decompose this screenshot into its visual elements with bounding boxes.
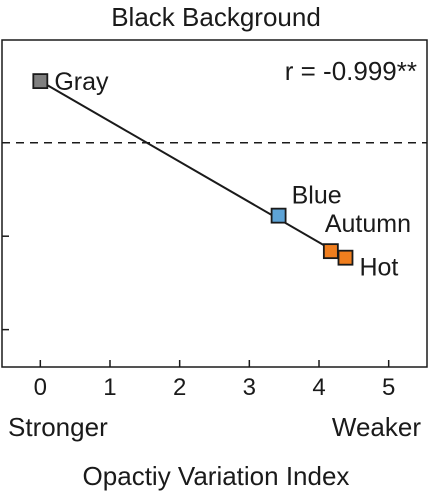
x-tick-label: 3 <box>243 374 256 401</box>
x-label-stronger: Stronger <box>8 412 108 442</box>
regression-line <box>39 80 346 259</box>
x-label-weaker: Weaker <box>332 412 421 442</box>
chart-title: Black Background <box>111 2 321 32</box>
point-hot <box>337 249 354 266</box>
point-label-hot: Hot <box>359 254 398 282</box>
point-label-blue: Blue <box>292 182 342 210</box>
x-tick-label: 2 <box>173 374 186 401</box>
y-axis-ticks <box>2 235 9 331</box>
plot-frame <box>1 39 428 368</box>
point-label-gray: Gray <box>54 68 109 96</box>
correlation-annotation: r = -0.999** <box>285 56 417 86</box>
x-axis-ticks: 0 1 2 3 4 5 <box>34 360 395 401</box>
point-autumn <box>322 243 339 260</box>
x-tick-label: 1 <box>103 374 116 401</box>
x-axis-title: Opactiy Variation Index <box>83 461 350 491</box>
x-tick-label: 4 <box>312 374 325 401</box>
point-gray <box>32 73 49 90</box>
point-blue <box>270 207 287 224</box>
point-label-autumn: Autumn <box>325 210 411 238</box>
x-tick-label: 0 <box>34 374 47 401</box>
x-tick-label: 5 <box>382 374 395 401</box>
